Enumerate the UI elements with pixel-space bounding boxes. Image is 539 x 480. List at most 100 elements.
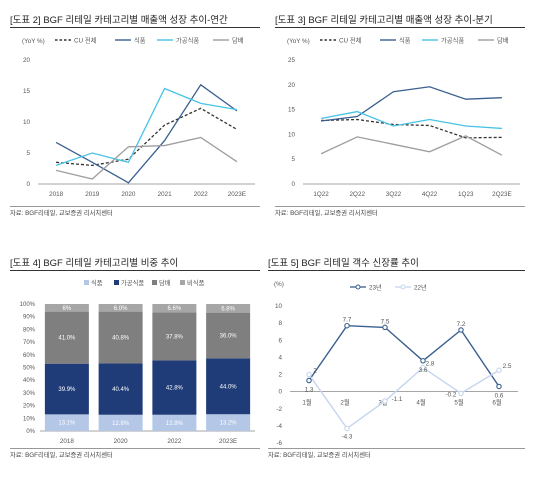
- data-point: [496, 367, 502, 373]
- y-tick-label: 20%: [23, 404, 36, 410]
- source-rule: [10, 206, 260, 207]
- series-line-담배: [55, 136, 238, 180]
- chart-panel-share: [도표 4] BGF 리테일 카테고리별 비중 추이 식품 가공식품 담배 비식품 0%…: [10, 253, 260, 463]
- legend-label: 담배: [497, 36, 509, 45]
- y-tick-label: -2: [276, 406, 282, 413]
- bar-segment-식품: [152, 414, 197, 431]
- bar-data-label: 6%: [63, 306, 72, 312]
- data-label: 2.8: [426, 361, 435, 368]
- legend-label: 23년: [369, 283, 382, 292]
- y-axis-unit: (%): [274, 281, 284, 288]
- bar-segment-가공식품: [44, 363, 89, 415]
- bar-data-label: 13.1%: [58, 421, 76, 427]
- y-tick-label: 40%: [23, 378, 36, 384]
- source-note: 자료: BGF리테일, 교보증권 리서치센터: [10, 210, 113, 217]
- bar-data-label: 6.0%: [114, 306, 128, 312]
- y-tick-label: 0: [278, 389, 282, 396]
- legend-label: 식품: [399, 36, 411, 45]
- x-tick-label: 2020: [121, 191, 136, 198]
- legend-marker: [355, 284, 361, 290]
- x-tick-label: 1Q22: [313, 191, 329, 198]
- x-tick-label: 2020: [114, 438, 129, 445]
- x-tick-label: 2월: [340, 398, 350, 407]
- bar-segment-식품: [98, 414, 143, 431]
- x-tick-label: 5월: [454, 398, 464, 407]
- chart-panel-traffic: [도표 5] BGF 리테일 객수 신장률 추이 (%) 23년 22년 -6 -4 -2…: [268, 253, 525, 463]
- source-rule: [275, 206, 525, 207]
- y-tick-label: 5: [26, 150, 30, 157]
- x-tick-label: 4월: [416, 398, 426, 407]
- chart-panel-quarterly: [도표 3] BGF 리테일 카테고리별 매출액 성장 추이-분기 (YoY %…: [275, 10, 525, 220]
- y-tick-label: 10: [275, 303, 283, 310]
- y-tick-label: -4: [276, 423, 282, 430]
- x-tick-label: 3Q22: [386, 191, 402, 198]
- data-label: -4.3: [342, 433, 353, 440]
- data-label: 2.5: [503, 363, 512, 370]
- series-line-CU 전체: [321, 118, 502, 139]
- legend-label: 가공식품: [441, 36, 464, 45]
- x-tick-label: 2023E: [228, 191, 246, 198]
- legend-swatch: [84, 280, 89, 285]
- y-tick-label: 70%: [23, 340, 36, 346]
- data-label: 7.5: [381, 318, 390, 325]
- annual-growth-chart: (YoY %) CU 전체 식품 가공식품 담배 0 5 10 15 20 2018 2019 2020…: [22, 36, 255, 198]
- data-point: [420, 364, 426, 371]
- data-point: [344, 322, 350, 329]
- title-rule: [10, 27, 260, 28]
- bar-data-label: 41.0%: [58, 336, 76, 342]
- y-tick-label: 10: [23, 119, 31, 126]
- data-point: [306, 371, 312, 378]
- bar-data-label: 40.4%: [112, 387, 130, 393]
- data-label: 7.7: [343, 317, 352, 324]
- x-tick-label: 2023E: [219, 438, 237, 445]
- data-label: -0.2: [446, 391, 457, 398]
- bar-data-label: 6.8%: [221, 306, 235, 312]
- data-label: 0.6: [495, 392, 504, 399]
- legend-label: CU 전체: [339, 36, 362, 45]
- x-tick-label: 2022: [194, 191, 209, 198]
- series-line-22년: [308, 366, 500, 430]
- bar-data-label: 42.8%: [166, 386, 184, 392]
- bar-segment-가공식품: [152, 360, 197, 415]
- y-tick-label: 0: [26, 181, 30, 188]
- y-tick-label: 15: [23, 88, 31, 95]
- bar-segment-비식품: [152, 304, 197, 313]
- data-label: -1.1: [392, 396, 403, 403]
- bar-segment-담배: [44, 311, 89, 364]
- category-share-chart: 식품 가공식품 담배 비식품 0% 10% 20% 30% 40% 50% 60% 70% 80% 90%…: [20, 278, 255, 445]
- y-tick-label: 50%: [23, 366, 36, 372]
- legend-label: 담배: [159, 278, 171, 287]
- legend-swatch: [152, 280, 157, 285]
- source-rule: [268, 448, 525, 449]
- y-tick-label: 20: [288, 82, 296, 89]
- chart-panel-annual: [도표 2] BGF 리테일 카테고리별 매출액 성장 추이-연간 (YoY %…: [10, 10, 260, 220]
- x-tick-label: 2021: [158, 191, 173, 198]
- bar-data-label: 13.2%: [220, 421, 238, 427]
- bar-data-label: 12.8%: [112, 421, 130, 427]
- data-label: 7.2: [457, 321, 466, 328]
- series-line-가공식품: [320, 110, 502, 130]
- legend-label: 식품: [91, 278, 103, 287]
- y-axis-unit: (YoY %): [22, 38, 45, 45]
- y-tick-label: 100%: [20, 302, 36, 308]
- data-point: [382, 324, 388, 331]
- bar-data-label: 6.6%: [168, 306, 182, 312]
- source-note: 자료: BGF리테일, 교보증권 리서치센터: [275, 210, 378, 217]
- x-tick-label: 2018: [60, 438, 75, 445]
- legend-swatch: [114, 280, 119, 285]
- data-label: 2: [313, 368, 317, 375]
- data-point: [420, 358, 426, 364]
- y-tick-label: -6: [276, 440, 282, 447]
- y-tick-label: 60%: [23, 353, 36, 359]
- bar-segment-비식품: [98, 304, 143, 312]
- legend-label: 가공식품: [176, 36, 199, 45]
- y-tick-label: 5: [291, 156, 295, 163]
- y-tick-label: 25: [288, 57, 296, 64]
- series-line-식품: [321, 86, 502, 122]
- chart-title: [도표 4] BGF 리테일 카테고리별 비중 추이: [10, 258, 179, 269]
- y-axis-unit: (YoY %): [287, 38, 310, 45]
- x-tick-label: 2022: [167, 438, 182, 445]
- data-point: [344, 425, 350, 432]
- bar-data-label: 12.8%: [166, 421, 184, 427]
